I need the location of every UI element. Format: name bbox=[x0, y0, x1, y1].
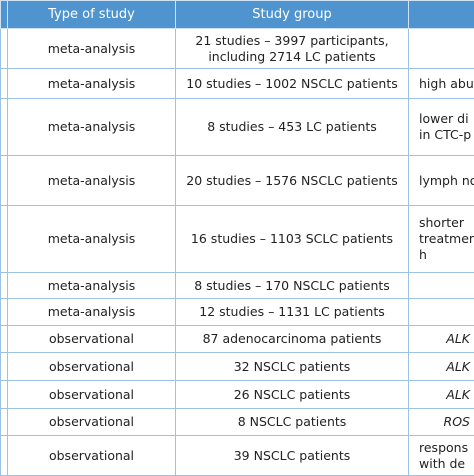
note-line: lymph no bbox=[419, 173, 470, 189]
header-cell bbox=[1, 1, 8, 29]
type-cell: meta-analysis bbox=[8, 69, 176, 99]
note-line: ALK bbox=[419, 359, 470, 375]
note-line: shorter bbox=[419, 215, 470, 231]
edge-cell bbox=[1, 381, 8, 409]
note-cell: high abu bbox=[409, 69, 474, 99]
group-cell: 8 studies – 453 LC patients bbox=[176, 99, 409, 156]
type-cell: meta-analysis bbox=[8, 99, 176, 156]
note-line: ALK bbox=[419, 331, 470, 347]
group-cell: 39 NSCLC patients bbox=[176, 436, 409, 476]
edge-cell bbox=[1, 156, 8, 206]
note-cell bbox=[409, 273, 474, 299]
note-cell bbox=[409, 299, 474, 326]
type-cell: observational bbox=[8, 436, 176, 476]
type-cell: meta-analysis bbox=[8, 299, 176, 326]
note-cell: ALK bbox=[409, 381, 474, 409]
header-cell bbox=[409, 1, 474, 29]
note-line: ROS bbox=[419, 414, 470, 430]
type-cell: observational bbox=[8, 409, 176, 436]
note-line: respons bbox=[419, 440, 470, 456]
group-line: 20 studies – 1576 NSCLC patients bbox=[180, 173, 404, 189]
edge-cell bbox=[1, 206, 8, 273]
group-line: including 2714 LC patients bbox=[180, 49, 404, 65]
type-cell: observational bbox=[8, 326, 176, 353]
note-cell bbox=[409, 29, 474, 69]
type-cell: meta-analysis bbox=[8, 156, 176, 206]
header-row: Type of study Study group bbox=[1, 1, 474, 29]
type-cell: meta-analysis bbox=[8, 206, 176, 273]
group-cell: 8 studies – 170 NSCLC patients bbox=[176, 273, 409, 299]
header-cell: Type of study bbox=[8, 1, 176, 29]
group-line: 8 studies – 170 NSCLC patients bbox=[180, 278, 404, 294]
group-cell: 20 studies – 1576 NSCLC patients bbox=[176, 156, 409, 206]
edge-cell bbox=[1, 99, 8, 156]
group-line: 16 studies – 1103 SCLC patients bbox=[180, 231, 404, 247]
edge-cell bbox=[1, 299, 8, 326]
edge-cell bbox=[1, 69, 8, 99]
note-line: h bbox=[419, 247, 470, 263]
edge-cell bbox=[1, 353, 8, 381]
edge-cell bbox=[1, 326, 8, 353]
group-cell: 8 NSCLC patients bbox=[176, 409, 409, 436]
group-line: 87 adenocarcinoma patients bbox=[180, 331, 404, 347]
group-cell: 32 NSCLC patients bbox=[176, 353, 409, 381]
note-line: treatmen bbox=[419, 231, 470, 247]
edge-cell bbox=[1, 409, 8, 436]
group-line: 21 studies – 3997 participants, bbox=[180, 33, 404, 49]
note-line: in CTC-p bbox=[419, 127, 470, 143]
edge-cell bbox=[1, 29, 8, 69]
group-line: 8 NSCLC patients bbox=[180, 414, 404, 430]
note-line: lower di bbox=[419, 111, 470, 127]
type-cell: meta-analysis bbox=[8, 29, 176, 69]
group-cell: 12 studies – 1131 LC patients bbox=[176, 299, 409, 326]
group-cell: 21 studies – 3997 participants,including… bbox=[176, 29, 409, 69]
note-line: ALK bbox=[419, 387, 470, 403]
group-line: 32 NSCLC patients bbox=[180, 359, 404, 375]
type-cell: observational bbox=[8, 353, 176, 381]
group-line: 26 NSCLC patients bbox=[180, 387, 404, 403]
edge-cell bbox=[1, 273, 8, 299]
note-cell: lymph no bbox=[409, 156, 474, 206]
group-line: 8 studies – 453 LC patients bbox=[180, 119, 404, 135]
group-cell: 10 studies – 1002 NSCLC patients bbox=[176, 69, 409, 99]
note-line: with de bbox=[419, 456, 470, 472]
note-cell: ROS bbox=[409, 409, 474, 436]
group-cell: 26 NSCLC patients bbox=[176, 381, 409, 409]
group-line: 39 NSCLC patients bbox=[180, 448, 404, 464]
note-cell: ALK bbox=[409, 326, 474, 353]
edge-cell bbox=[1, 436, 8, 476]
type-cell: observational bbox=[8, 381, 176, 409]
note-line: high abu bbox=[419, 76, 470, 92]
header-cell: Study group bbox=[176, 1, 409, 29]
type-cell: meta-analysis bbox=[8, 273, 176, 299]
group-line: 10 studies – 1002 NSCLC patients bbox=[180, 76, 404, 92]
group-cell: 16 studies – 1103 SCLC patients bbox=[176, 206, 409, 273]
note-cell: ALK bbox=[409, 353, 474, 381]
group-cell: 87 adenocarcinoma patients bbox=[176, 326, 409, 353]
group-line: 12 studies – 1131 LC patients bbox=[180, 304, 404, 320]
